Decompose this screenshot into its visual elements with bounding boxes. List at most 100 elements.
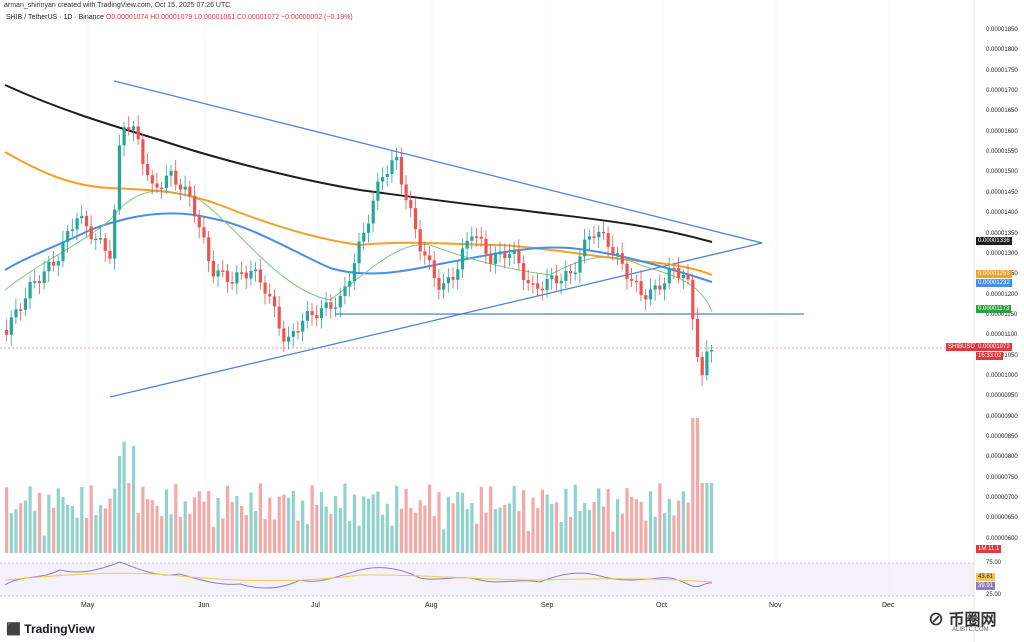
volume-bar (150, 500, 154, 553)
volume-bar (672, 515, 676, 553)
symbol-label[interactable]: SHIB / TetherUS · 1D · Binance (6, 14, 104, 21)
candle-body (33, 281, 37, 283)
volume-bar (19, 503, 23, 553)
candle-body (75, 218, 79, 230)
volume-bar (221, 518, 225, 553)
volume-bar (329, 514, 333, 553)
candle-body (9, 317, 13, 335)
candle-body (89, 226, 93, 240)
candle-body (606, 233, 610, 247)
candle-body (385, 174, 389, 178)
volume-bar (498, 507, 502, 553)
candle-body (80, 215, 84, 219)
volume-bar (47, 494, 51, 553)
candle-body (287, 336, 291, 342)
volume-bar (470, 503, 474, 553)
volume-bar (33, 510, 37, 553)
price-badge: 0.00001072 (976, 343, 1012, 351)
candle-body (569, 271, 573, 274)
candle-body (465, 240, 469, 249)
trendline-lower[interactable] (109, 242, 763, 398)
candle-body (235, 272, 239, 284)
candle-body (592, 236, 596, 238)
rsi-band (0, 563, 974, 596)
volume-bar (686, 502, 690, 553)
volume-bar (522, 490, 526, 553)
candle-body (70, 229, 74, 232)
price-axis-label: 0.00000750 (986, 474, 1018, 481)
candle-body (470, 236, 474, 241)
candle-body (451, 277, 455, 280)
volume-bar (395, 485, 399, 553)
time-axis-label: Jun (198, 602, 210, 609)
volume-bar (268, 497, 272, 553)
volume-bar (28, 486, 32, 553)
time-axis-label: Aug (425, 602, 438, 609)
volume-bar (94, 514, 98, 553)
volume-bar (160, 516, 164, 553)
volume-bar (437, 492, 441, 553)
volume-bar (155, 505, 159, 553)
tradingview-logo[interactable]: ⬛ TradingView (6, 622, 95, 636)
volume-bar (536, 508, 540, 553)
trendline-upper[interactable] (113, 80, 763, 244)
volume-bar (578, 510, 582, 553)
volume-bar (456, 491, 460, 553)
candle-body (188, 186, 192, 196)
candle-body (710, 350, 714, 352)
price-axis-label: 0.00000700 (986, 495, 1018, 502)
volume-bar (390, 525, 394, 553)
volume-bar (301, 500, 305, 553)
candle-body (634, 280, 638, 283)
candle-body (28, 281, 32, 299)
candle-body (211, 261, 215, 277)
volume-bar (620, 513, 624, 553)
countdown-badge: 16:33:02 (976, 352, 1004, 360)
watermark-icon: ⊘ (928, 612, 945, 629)
candle-body (305, 311, 309, 321)
candle-body (338, 296, 342, 308)
volume-bar (663, 513, 667, 553)
volume-bar (193, 497, 197, 553)
volume-bar (164, 489, 168, 553)
candle-body (263, 282, 267, 294)
candle-body (47, 261, 51, 272)
ohlc-readout: SHIB / TetherUS · 1D · Binance O0.000010… (6, 14, 353, 21)
volume-bar (146, 499, 150, 553)
candle-body (268, 293, 272, 297)
volume-bar (230, 501, 234, 553)
volume-bar (507, 503, 512, 553)
ma50-badge: 0.00001232 (976, 279, 1012, 287)
candle-body (136, 126, 140, 140)
candle-body (23, 298, 27, 310)
candle-body (5, 330, 9, 335)
ma20-badge: 0.00001173 (976, 305, 1012, 313)
volume-bar (677, 500, 681, 553)
candle-body (113, 209, 117, 259)
tv-icon: ⬛ (6, 622, 21, 636)
candle-body (150, 175, 154, 184)
volume-bar (319, 492, 324, 553)
candle-body (630, 278, 634, 281)
candle-body (178, 184, 183, 190)
candle-body (174, 170, 178, 185)
candle-body (376, 181, 380, 201)
volume-bar (258, 483, 262, 553)
candle-body (390, 160, 394, 175)
volume-badge: 1M 11.1 (976, 545, 1002, 553)
price-axis-label: 0.00001350 (986, 230, 1018, 237)
volume-bar (381, 514, 385, 553)
volume-bar (503, 504, 507, 553)
volume-bar (178, 516, 183, 553)
candle-body (507, 253, 512, 259)
volume-bar (216, 497, 220, 553)
candle-body (639, 281, 643, 296)
candle-body (108, 250, 112, 259)
volume-bar (334, 496, 338, 553)
ma100-badge: 0.00001253 (976, 270, 1012, 278)
candle-body (319, 308, 324, 319)
volume-bar (42, 535, 46, 553)
time-axis-label: Oct (656, 602, 667, 609)
volume-bar (249, 492, 253, 553)
